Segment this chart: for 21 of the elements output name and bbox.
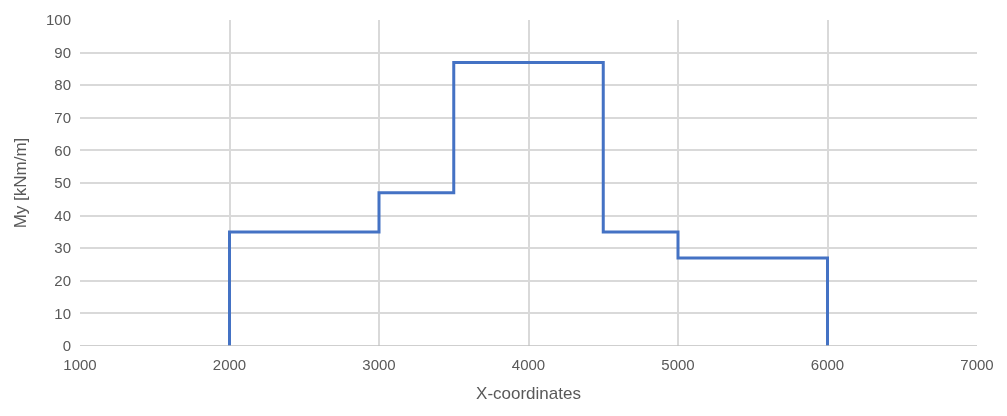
y-tick-label: 100 [45,11,71,29]
y-tick-label: 40 [54,206,71,224]
x-tick-label: 7000 [960,356,994,373]
y-tick-label: 0 [62,337,71,355]
x-tick-label: 4000 [511,356,546,373]
x-tick-label: 6000 [810,356,845,373]
y-tick-label: 10 [54,304,71,322]
y-tick-label: 60 [54,141,71,159]
y-tick-label: 70 [54,109,71,127]
x-tick-label: 5000 [661,356,695,373]
y-tick-label: 50 [54,174,71,192]
x-tick-label: 2000 [212,356,247,373]
x-tick-label: 1000 [63,356,97,373]
y-axis-title: My [kNm/m] [10,137,30,229]
y-tick-label: 80 [54,76,71,94]
y-tick-label: 90 [54,43,71,61]
y-tick-label: 30 [54,239,71,257]
line-series [228,60,829,346]
x-tick-label: 3000 [362,356,396,373]
x-axis-title: X-coordinates [476,384,581,404]
y-tick-label: 20 [54,272,71,290]
